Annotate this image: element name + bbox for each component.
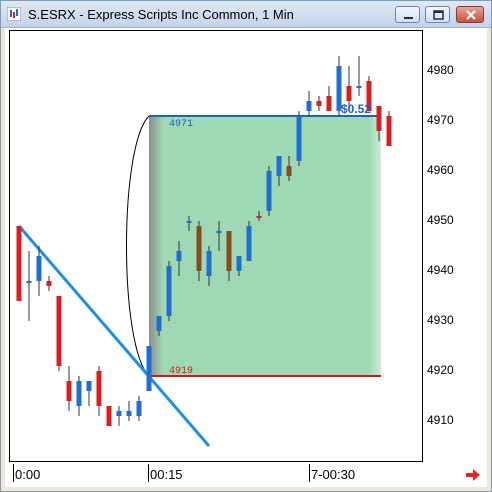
candle-body <box>286 166 292 176</box>
time-tick <box>148 464 149 482</box>
candle-body <box>316 101 322 106</box>
candle-body <box>26 281 32 283</box>
price-chart[interactable]: 4971 4919 $0.52 <box>9 30 423 462</box>
candle-body <box>46 281 52 286</box>
candle-body <box>226 231 232 271</box>
close-button[interactable] <box>456 6 484 23</box>
price-tick-label: 4920 <box>427 363 454 377</box>
candle-body <box>246 226 252 261</box>
candle-body <box>16 226 22 301</box>
candle-body <box>106 406 112 426</box>
price-tick-label: 4910 <box>427 413 454 427</box>
candle-body <box>186 221 192 223</box>
candle-body <box>156 316 162 331</box>
candle-body <box>356 86 362 88</box>
minimize-button[interactable] <box>395 6 420 23</box>
zone-bottom-label: 4919 <box>169 366 193 377</box>
candle-body <box>266 171 272 211</box>
zone-bracket <box>126 115 150 377</box>
price-tick-label: 4970 <box>427 113 454 127</box>
minimize-icon <box>404 17 413 19</box>
candle-body <box>76 381 82 406</box>
price-tick-label: 4980 <box>427 63 454 77</box>
candle-body <box>386 116 392 146</box>
zone-top-label: 4971 <box>169 119 193 130</box>
candle-body <box>326 96 332 111</box>
candle-body <box>276 156 282 176</box>
candle-body <box>166 266 172 316</box>
price-tick-label: 4930 <box>427 313 454 327</box>
close-icon <box>466 10 476 20</box>
price-zone-box <box>149 116 381 376</box>
time-axis: 0:00 00:15 7-00:30 <box>9 464 423 484</box>
candle-body <box>296 116 302 161</box>
candle-body <box>126 411 132 416</box>
candle-body <box>376 106 382 131</box>
time-tick <box>13 464 14 482</box>
trendline <box>17 225 211 447</box>
candlestick-chart[interactable]: 4971 4919 $0.52 <box>10 31 422 461</box>
price-tick-label: 4940 <box>427 263 454 277</box>
candle-body <box>116 411 122 416</box>
chart-client-area: 4971 4919 $0.52 4910 4920 4930 4940 4950 4960 49… <box>5 28 487 487</box>
candle-body <box>256 216 262 218</box>
price-tick-label: 4960 <box>427 163 454 177</box>
chart-app-icon <box>7 7 21 21</box>
title-bar[interactable]: S.ESRX - Express Scripts Inc Common, 1 M… <box>1 1 491 28</box>
time-tick <box>309 464 310 482</box>
candle-body <box>236 256 242 271</box>
candle-body <box>346 86 352 101</box>
candle-body <box>366 81 372 111</box>
candle-body <box>96 371 102 406</box>
price-tick-label: 4950 <box>427 213 454 227</box>
candle-body <box>146 346 152 391</box>
candle-body <box>336 66 342 111</box>
time-tick-label: 0:00 <box>15 467 41 482</box>
maximize-icon <box>433 10 444 20</box>
time-tick-label: 7-00:30 <box>311 467 356 482</box>
candle-body <box>36 256 42 281</box>
candle-body <box>66 381 72 401</box>
maximize-button[interactable] <box>425 6 450 23</box>
candle-body <box>306 101 312 111</box>
candle-body <box>176 251 182 261</box>
candle-body <box>56 296 62 366</box>
time-tick-label: 00:15 <box>150 467 183 482</box>
window-title: S.ESRX - Express Scripts Inc Common, 1 M… <box>28 7 294 22</box>
candle-body <box>206 251 212 276</box>
candle-body <box>216 231 222 233</box>
candle-body <box>196 226 202 271</box>
candle-body <box>86 381 92 391</box>
price-change-label: $0.52 <box>341 102 371 116</box>
scroll-right-arrow-icon[interactable] <box>465 468 481 482</box>
candle-body <box>136 401 142 416</box>
